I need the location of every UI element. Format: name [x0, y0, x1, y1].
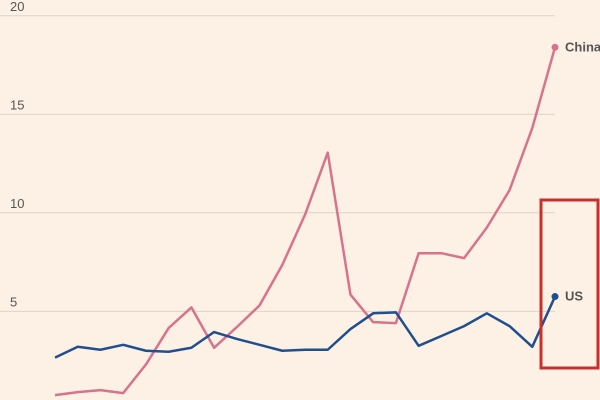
series-line — [54, 296, 557, 359]
y-tick-label: 5 — [10, 294, 17, 309]
y-tick-label: 20 — [10, 0, 24, 14]
highlight-box — [539, 198, 600, 370]
series-line — [54, 46, 557, 397]
end-point — [551, 293, 559, 301]
y-tick-label: 10 — [10, 196, 24, 211]
lines: China US — [54, 39, 600, 397]
y-tick-label: 15 — [10, 97, 24, 112]
series-label: US — [565, 289, 583, 304]
grid: 5 10 15 20 — [0, 0, 555, 312]
series-label: China — [565, 39, 600, 54]
end-point — [551, 43, 559, 51]
